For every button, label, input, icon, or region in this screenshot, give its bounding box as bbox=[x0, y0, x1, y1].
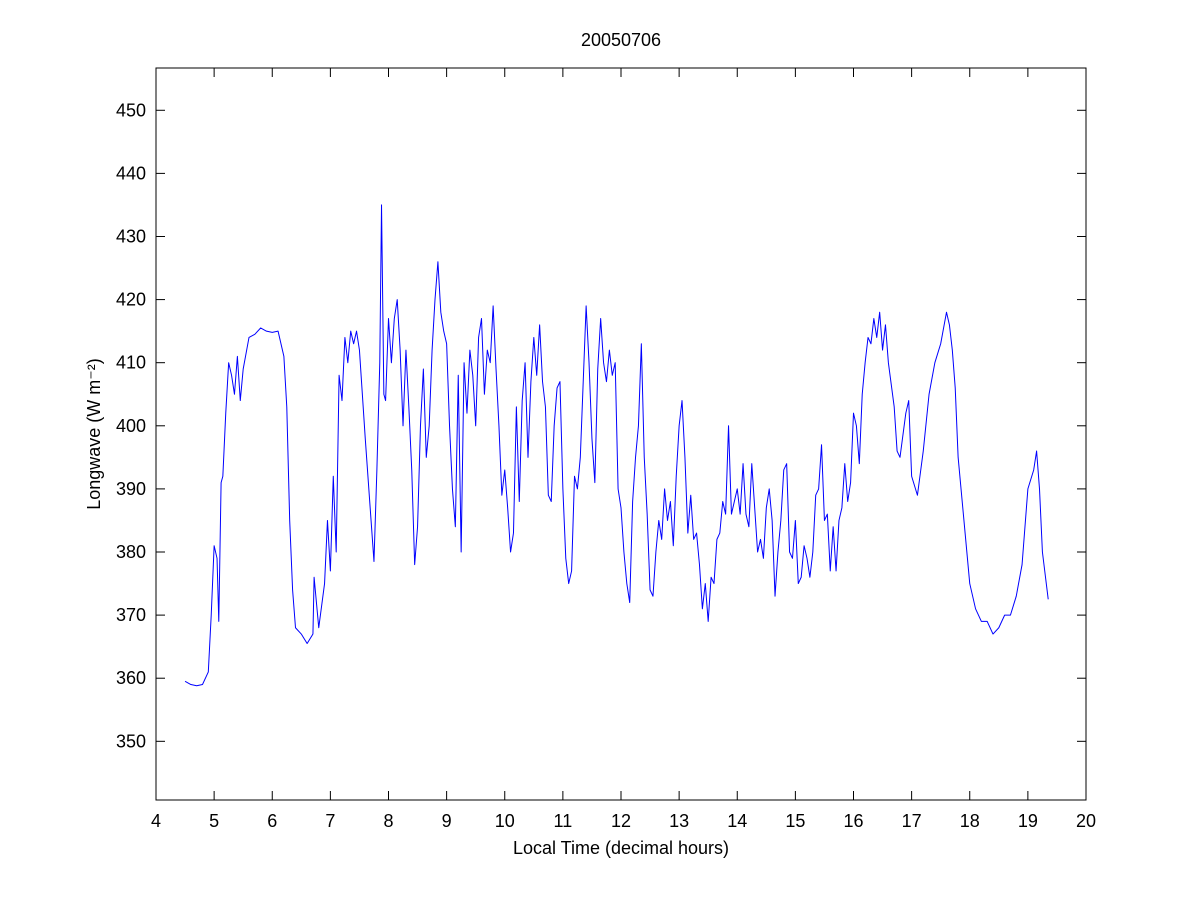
x-tick-label: 10 bbox=[495, 811, 515, 831]
y-tick-label: 440 bbox=[116, 163, 146, 183]
y-tick-label: 420 bbox=[116, 290, 146, 310]
y-axis-label: Longwave (W m⁻²) bbox=[84, 358, 104, 510]
y-tick-label: 370 bbox=[116, 605, 146, 625]
y-tick-label: 380 bbox=[116, 542, 146, 562]
x-tick-label: 5 bbox=[209, 811, 219, 831]
data-line bbox=[184, 204, 1049, 687]
y-tick-label: 410 bbox=[116, 353, 146, 373]
y-tick-label: 360 bbox=[116, 668, 146, 688]
x-tick-label: 15 bbox=[785, 811, 805, 831]
x-tick-label: 12 bbox=[611, 811, 631, 831]
x-tick-label: 11 bbox=[554, 811, 573, 831]
x-tick-label: 13 bbox=[669, 811, 689, 831]
x-tick-label: 7 bbox=[325, 811, 335, 831]
y-tick-label: 390 bbox=[116, 479, 146, 499]
chart-title: 20050706 bbox=[581, 30, 661, 50]
y-tick-label: 430 bbox=[116, 226, 146, 246]
x-tick-label: 8 bbox=[383, 811, 393, 831]
x-tick-label: 19 bbox=[1018, 811, 1038, 831]
x-tick-label: 20 bbox=[1076, 811, 1096, 831]
y-tick-label: 350 bbox=[116, 731, 146, 751]
x-tick-label: 4 bbox=[151, 811, 161, 831]
y-tick-label: 400 bbox=[116, 416, 146, 436]
plot-frame bbox=[155, 67, 1087, 801]
x-tick-label: 18 bbox=[960, 811, 980, 831]
x-tick-label: 16 bbox=[843, 811, 863, 831]
x-tick-label: 17 bbox=[902, 811, 922, 831]
x-tick-label: 14 bbox=[727, 811, 747, 831]
x-axis-label: Local Time (decimal hours) bbox=[513, 838, 729, 858]
x-tick-label: 9 bbox=[442, 811, 452, 831]
y-tick-label: 450 bbox=[116, 100, 146, 120]
x-tick-label: 6 bbox=[267, 811, 277, 831]
